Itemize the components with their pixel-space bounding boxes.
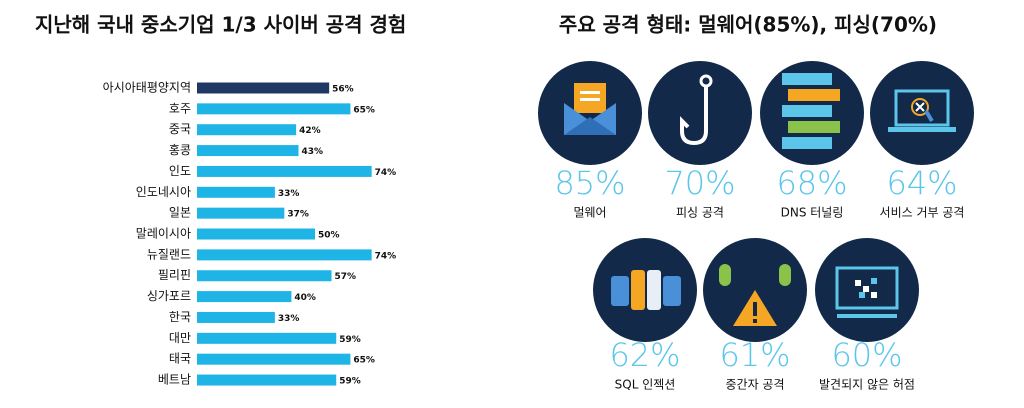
value-label: 65%: [353, 105, 375, 115]
bar: [197, 124, 297, 136]
bar: [197, 103, 351, 115]
icon-sql: [593, 238, 697, 342]
value-label: 40%: [294, 293, 316, 303]
stat-label: DNS 터널링: [781, 206, 844, 220]
bar: [197, 207, 285, 219]
value-label: 37%: [287, 210, 309, 220]
bar: [197, 311, 275, 323]
value-label: 50%: [318, 231, 340, 241]
stat-percent: 60%: [831, 336, 902, 374]
stat-percent: 85%: [554, 164, 625, 202]
stat-label: SQL 인젝션: [615, 378, 676, 392]
value-label: 57%: [335, 272, 357, 282]
stat-label: 멀웨어: [573, 206, 606, 220]
bar: [197, 374, 337, 386]
category-label: 뉴질랜드: [147, 247, 191, 261]
value-label: 74%: [375, 251, 397, 261]
chart-title: 지난해 국내 중소기업 1/3 사이버 공격 경험: [35, 13, 406, 37]
category-label: 한국: [169, 310, 191, 324]
category-label: 태국: [169, 352, 191, 366]
icon-phishing: [648, 61, 752, 165]
bar: [197, 145, 299, 157]
icon-malware: [538, 61, 642, 165]
stat-label: 피싱 공격: [676, 206, 724, 220]
bar: [197, 270, 332, 282]
value-label: 59%: [339, 377, 361, 387]
stat-percent: 70%: [664, 164, 735, 202]
stat-label: 발견되지 않은 허점: [819, 378, 915, 392]
category-label: 싱가포르: [147, 289, 191, 303]
bar: [197, 332, 337, 344]
stat-label: 중간자 공격: [725, 378, 784, 392]
bar: [197, 228, 315, 240]
category-label: 중국: [169, 122, 191, 136]
value-label: 33%: [278, 314, 300, 324]
category-label: 홍콩: [169, 143, 191, 157]
bar: [197, 165, 372, 177]
stat-percent: 61%: [719, 336, 790, 374]
stat-label: 서비스 거부 공격: [880, 206, 965, 220]
icon-dns: [760, 61, 864, 165]
category-label: 일본: [169, 206, 191, 220]
icon-mitm: [703, 238, 807, 342]
category-label: 인도: [169, 164, 191, 178]
category-label: 인도네시아: [136, 185, 191, 199]
value-label: 56%: [332, 85, 354, 95]
stat-percent: 64%: [886, 164, 957, 202]
bar: [197, 353, 351, 365]
bar: [197, 249, 372, 261]
bar: [197, 82, 330, 94]
value-label: 74%: [375, 168, 397, 178]
value-label: 59%: [339, 335, 361, 345]
icon-zero-day: [815, 238, 919, 342]
value-label: 42%: [299, 126, 321, 136]
stat-percent: 68%: [776, 164, 847, 202]
bar: [197, 291, 292, 303]
category-label: 필리핀: [158, 268, 191, 282]
category-label: 말레이시아: [136, 227, 191, 241]
category-label: 대만: [169, 331, 191, 345]
category-label: 호주: [169, 101, 191, 115]
value-label: 43%: [301, 147, 323, 157]
value-label: 33%: [278, 189, 300, 199]
category-label: 아시아태평양지역: [103, 81, 191, 95]
bar: [197, 186, 275, 198]
icon-dos: [870, 61, 974, 165]
stats-title: 주요 공격 형태: 멀웨어(85%), 피싱(70%): [559, 13, 937, 37]
icons: [538, 61, 974, 342]
stat-percent: 62%: [609, 336, 680, 374]
value-label: 65%: [353, 356, 375, 366]
category-label: 베트남: [158, 373, 191, 387]
